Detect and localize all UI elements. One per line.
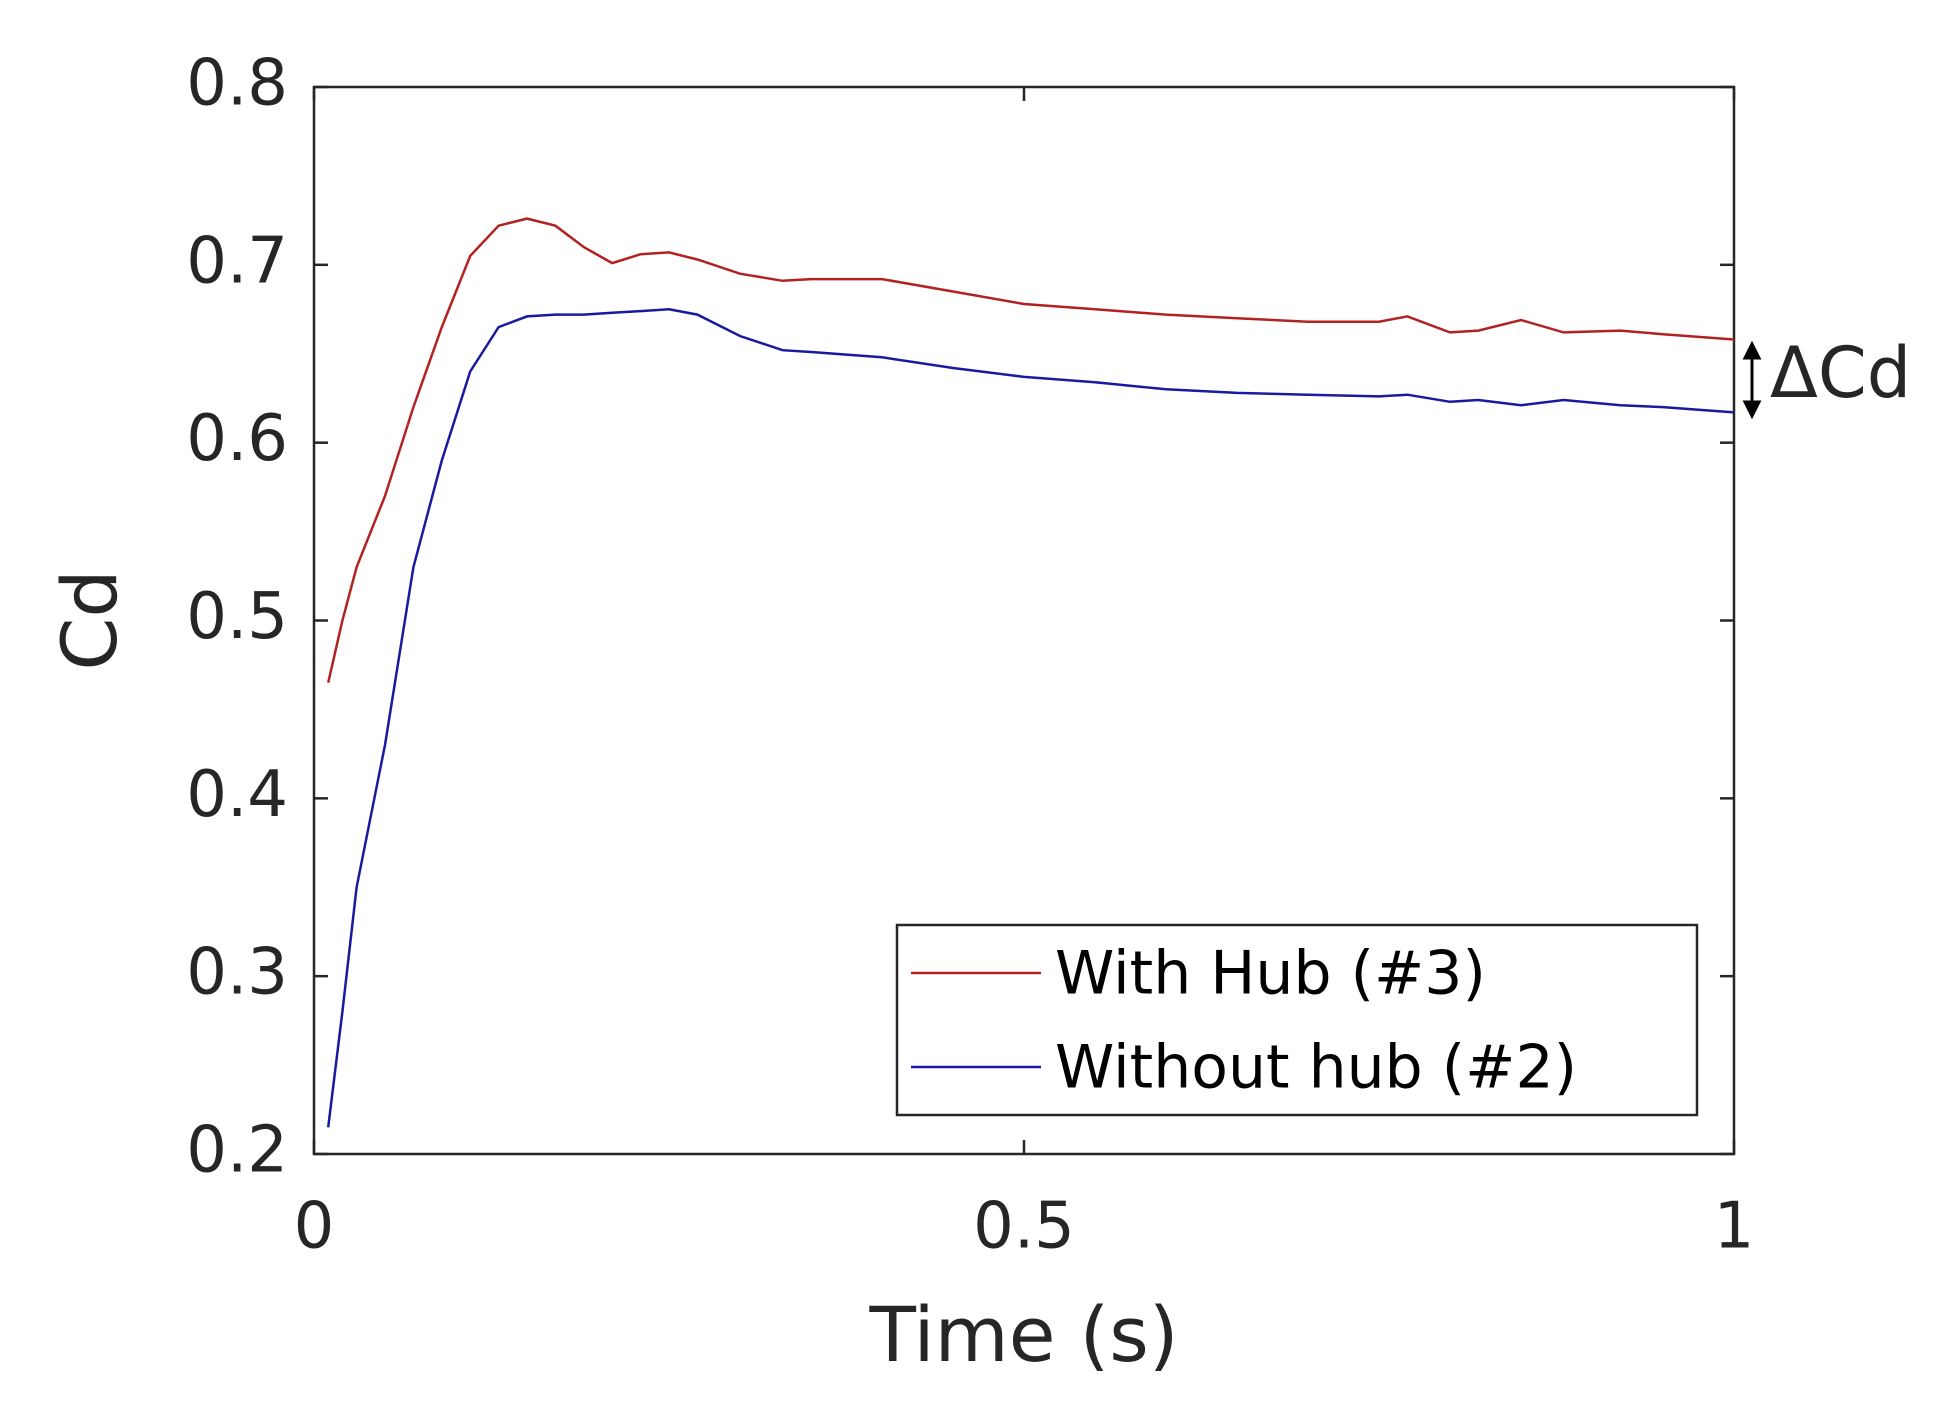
annotation: ΔCd bbox=[1770, 332, 1911, 414]
legend-label: With Hub (#3) bbox=[1055, 939, 1486, 1009]
y-axis-label: Cd bbox=[45, 569, 134, 670]
y-tick-label: 0.2 bbox=[186, 1114, 288, 1188]
x-tick-label: 0 bbox=[294, 1190, 335, 1264]
y-tick-label: 0.6 bbox=[186, 402, 288, 476]
legend-label: Without hub (#2) bbox=[1055, 1033, 1577, 1103]
y-tick-label: 0.7 bbox=[186, 224, 288, 298]
delta-arrow bbox=[1742, 340, 1762, 420]
series-line bbox=[326, 308, 1735, 1128]
x-axis-label: Time (s) bbox=[868, 1290, 1178, 1379]
x-tick-label: 1 bbox=[1714, 1190, 1755, 1264]
legend-box bbox=[895, 923, 1699, 1117]
series-line bbox=[326, 217, 1735, 683]
y-tick-label: 0.8 bbox=[186, 47, 288, 121]
y-tick-label: 0.4 bbox=[186, 758, 288, 832]
legend: With Hub (#3) Without hub (#2) bbox=[895, 923, 1699, 1117]
y-tick-label: 0.3 bbox=[186, 936, 288, 1010]
x-tick-label: 0.5 bbox=[973, 1190, 1075, 1264]
y-tick-label: 0.5 bbox=[186, 580, 288, 654]
